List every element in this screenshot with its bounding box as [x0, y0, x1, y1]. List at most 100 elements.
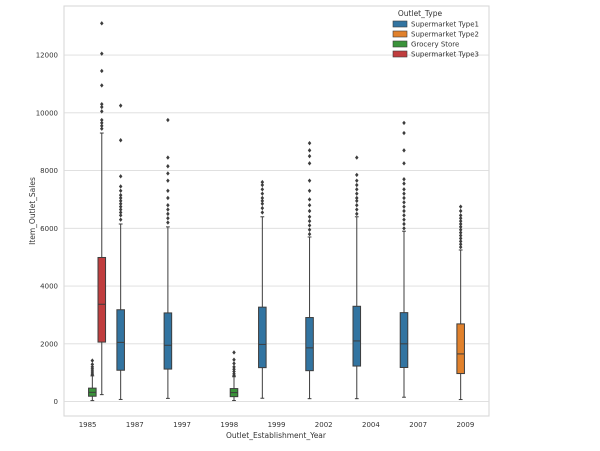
outlier-point [355, 187, 359, 192]
outlier-point [118, 188, 123, 193]
y-tick-label: 2000 [40, 340, 58, 348]
outlier-point [166, 188, 170, 193]
outlier-point [355, 203, 359, 208]
box-iqr [97, 256, 107, 343]
legend: Outlet_Type Supermarket Type1 Supermarket… [392, 9, 479, 59]
outlier-point [402, 120, 406, 126]
outlier-point [260, 201, 265, 206]
outlier-point [355, 178, 359, 183]
outlier-point [355, 155, 359, 160]
outlier-point [232, 371, 236, 377]
box-iqr [456, 323, 465, 375]
x-tick-label: 2007 [409, 421, 427, 429]
outlier-point [118, 174, 123, 179]
outlier-point [458, 221, 463, 227]
y-tick-label: 6000 [40, 225, 58, 233]
outlier-point [100, 126, 104, 131]
outlier-point [307, 140, 312, 146]
outlier-point [232, 350, 236, 355]
outlier-point [166, 220, 170, 225]
legend-label: Supermarket Type3 [411, 51, 479, 59]
outlier-point [118, 195, 123, 201]
outlier-point [118, 198, 123, 204]
outlier-point [458, 216, 463, 221]
outlier-point [166, 195, 170, 201]
outlier-point [118, 204, 123, 209]
outlier-point [402, 130, 406, 136]
outlier-point [260, 210, 265, 215]
x-tick-label: 1999 [268, 421, 286, 429]
outlier-point [307, 197, 312, 202]
legend-title: Outlet_Type [398, 9, 443, 18]
outlier-point [100, 109, 104, 114]
outlier-point [307, 188, 312, 193]
outlier-point [100, 120, 104, 126]
outlier-point [260, 179, 265, 185]
outlier-point [260, 195, 265, 201]
outlier-point [402, 208, 406, 214]
outlier-point [307, 203, 312, 208]
outlier-point [90, 362, 95, 367]
outlier-point [232, 367, 236, 372]
outlier-point [166, 164, 170, 169]
y-tick-label: 12000 [36, 52, 58, 60]
outlier-point [355, 191, 359, 196]
y-axis-label: Item_Outlet_Sales [28, 177, 37, 245]
y-tick-label: 4000 [40, 283, 58, 291]
outlier-point [166, 207, 170, 212]
outlier-point [402, 148, 406, 153]
outlier-point [307, 148, 312, 153]
box-1985-grocery-store [88, 358, 97, 402]
box-iqr [116, 309, 125, 371]
x-tick-label: 2009 [456, 421, 474, 429]
outlier-point [402, 191, 406, 196]
box-1999-supermarket-type1 [258, 179, 267, 399]
box-2004-supermarket-type1 [352, 155, 362, 400]
box-1985-supermarket-type3 [97, 21, 107, 396]
outlier-point [232, 364, 236, 370]
outlier-point [458, 204, 463, 209]
outlier-point [118, 213, 123, 218]
outlier-point [458, 244, 463, 250]
outlier-point [100, 123, 104, 129]
outlier-point [458, 218, 463, 224]
x-tick-label: 1997 [173, 421, 191, 429]
outlier-point [90, 358, 95, 363]
x-tick-label: 1998 [220, 421, 238, 429]
box-1998-grocery-store [229, 350, 239, 402]
outlier-point [166, 216, 170, 221]
outlier-point [166, 171, 170, 176]
outlier-point [232, 361, 236, 366]
box-2002-supermarket-type1 [305, 140, 314, 400]
x-tick-label: 1987 [126, 421, 144, 429]
outlier-point [166, 117, 170, 123]
outlier-point [402, 213, 406, 218]
outlier-point [402, 217, 406, 222]
box-iqr [352, 305, 362, 367]
legend-label: Grocery Store [411, 41, 459, 49]
box-iqr [305, 317, 314, 372]
outlier-point [355, 207, 359, 212]
y-tick-label: 0 [54, 398, 58, 406]
legend-label: Supermarket Type1 [411, 21, 479, 29]
outlier-point [100, 101, 104, 107]
outlier-point [458, 230, 463, 235]
outlier-point [100, 68, 104, 74]
outlier-point [118, 138, 123, 143]
outlier-point [402, 195, 406, 201]
outlier-point [307, 214, 312, 219]
outlier-point [402, 187, 406, 192]
outlier-point [166, 178, 170, 183]
outlier-point [458, 242, 463, 247]
outlier-point [100, 83, 104, 88]
outlier-point [458, 236, 463, 241]
outlier-point [458, 239, 463, 244]
legend-swatch [392, 20, 408, 28]
outlier-point [307, 208, 312, 214]
outlier-point [458, 224, 463, 230]
outlier-point [402, 177, 406, 182]
x-tick-label: 2004 [362, 421, 380, 429]
outlier-point [100, 51, 104, 56]
outlier-point [307, 231, 312, 237]
outlier-point [260, 205, 265, 211]
